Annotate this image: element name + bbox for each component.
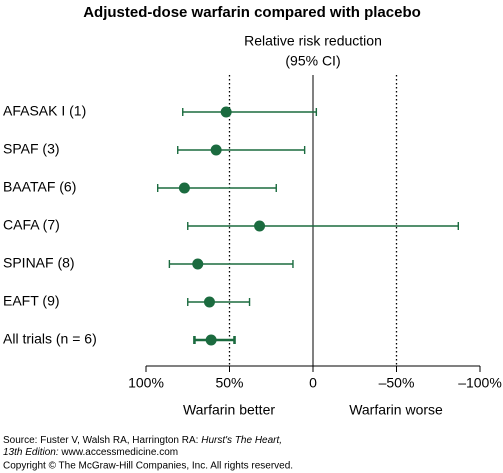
point [220,106,232,118]
point [254,220,266,232]
point [178,182,190,194]
point [192,258,204,270]
axis-header: (95% CI) [285,53,340,69]
point [205,334,217,346]
x-tick-label: –50% [379,375,415,391]
left-label: Warfarin better [183,402,275,418]
row-label: All trials (n = 6) [3,331,97,347]
point [203,296,215,308]
row-label: BAATAF (6) [3,179,76,195]
point [210,144,222,156]
row-label: SPAF (3) [3,141,60,157]
axis-header: Relative risk reduction [244,33,382,49]
row-label: SPINAF (8) [3,255,75,271]
source-part: 13th Edition: [3,447,59,458]
source: 13th Edition: www.accessmedicine.com [3,447,178,458]
chart-title: Adjusted-dose warfarin compared with pla… [83,4,421,21]
row-label: AFASAK I (1) [3,103,86,119]
x-tick-label: –100% [458,375,502,391]
source-part: Hurst's The Heart, [201,435,282,446]
row-label: CAFA (7) [3,217,60,233]
source-part: Source: Fuster V, Walsh RA, Harrington R… [3,435,201,446]
copyright: Copyright © The McGraw-Hill Companies, I… [3,461,293,472]
row-label: EAFT (9) [3,293,60,309]
source-part: www.accessmedicine.com [59,447,178,458]
source: Source: Fuster V, Walsh RA, Harrington R… [3,435,282,446]
x-tick-label: 50% [215,375,243,391]
right-label: Warfarin worse [349,402,443,418]
x-tick-label: 100% [128,375,164,391]
x-tick-label: 0 [309,375,317,391]
